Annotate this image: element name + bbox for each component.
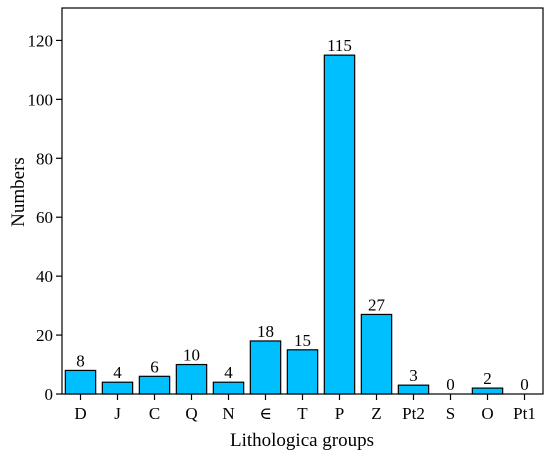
x-tick-label: S <box>446 404 455 423</box>
plot-area: 0204060801001208D4J6C10Q4N18∈15T115P27Z3… <box>28 7 544 423</box>
x-tick-label: O <box>481 404 493 423</box>
y-tick-label: 60 <box>36 208 53 227</box>
bar-9 <box>360 313 393 395</box>
bar-5 <box>212 381 245 395</box>
x-tick-label: D <box>74 404 86 423</box>
data-label: 0 <box>446 375 455 394</box>
bar-12 <box>471 387 504 395</box>
data-label: 2 <box>483 369 492 388</box>
data-label: 4 <box>224 363 233 382</box>
bar-8 <box>323 54 356 395</box>
data-label: 18 <box>257 322 274 341</box>
bar-2 <box>101 381 134 395</box>
y-tick-label: 20 <box>36 326 53 345</box>
y-tick-label: 40 <box>36 267 53 286</box>
y-tick-label: 0 <box>45 385 54 404</box>
data-label: 6 <box>150 357 159 376</box>
x-tick-label: J <box>114 404 121 423</box>
data-label: 4 <box>113 363 122 382</box>
data-label: 0 <box>520 375 529 394</box>
data-label: 115 <box>327 36 352 55</box>
data-label: 15 <box>294 331 311 350</box>
bar-3 <box>138 375 171 395</box>
bar-7 <box>286 349 319 395</box>
y-axis-title: Numbers <box>8 157 29 227</box>
bar-4 <box>175 363 208 395</box>
y-tick-label: 100 <box>28 90 54 109</box>
x-tick-label: N <box>222 404 234 423</box>
data-label: 27 <box>368 295 386 314</box>
y-tick-label: 80 <box>36 149 53 168</box>
x-tick-label: C <box>149 404 160 423</box>
bar-6 <box>249 340 282 395</box>
bar-10 <box>397 384 430 395</box>
x-tick-label: Q <box>185 404 197 423</box>
x-tick-label: Z <box>371 404 381 423</box>
y-tick-label: 120 <box>28 31 54 50</box>
x-tick-label: Pt2 <box>402 404 425 423</box>
x-tick-label: P <box>335 404 344 423</box>
data-label: 10 <box>183 346 200 365</box>
x-axis-title: Lithologica groups <box>230 430 374 451</box>
x-tick-label: T <box>297 404 308 423</box>
x-tick-label: ∈ <box>259 404 272 423</box>
data-label: 3 <box>409 366 418 385</box>
data-label: 8 <box>76 351 85 370</box>
x-tick-label: Pt1 <box>513 404 536 423</box>
bar-1 <box>64 369 97 395</box>
